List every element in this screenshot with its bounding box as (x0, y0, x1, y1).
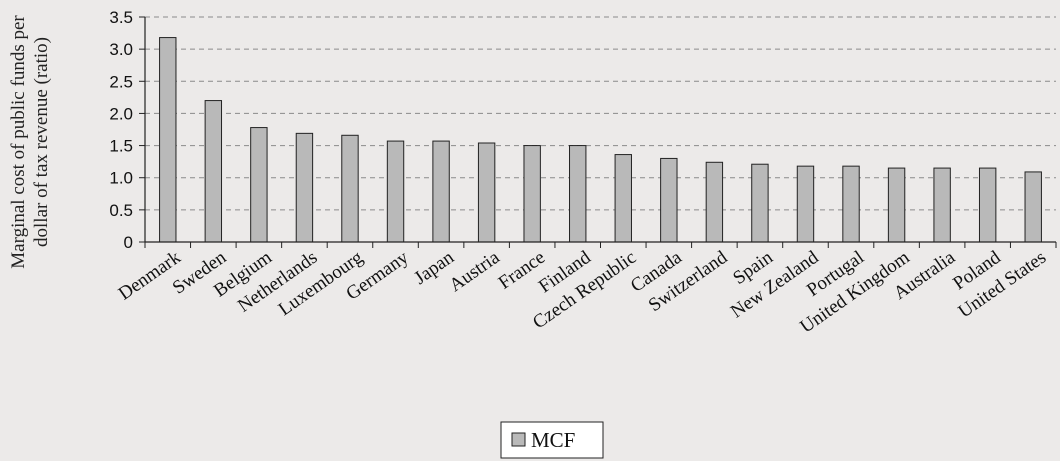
bar (978, 167, 997, 243)
bar (614, 154, 632, 243)
y-tick-label: 1.0 (109, 169, 133, 188)
bar (751, 163, 769, 243)
bar (204, 100, 223, 243)
bar (569, 145, 587, 243)
bar (386, 140, 405, 243)
bar (250, 127, 268, 243)
legend-label: MCF (531, 428, 575, 452)
bar (295, 132, 314, 243)
bar (1024, 171, 1042, 243)
bars (159, 37, 1042, 243)
y-axis-label-line: dollar of tax revenue (ratio) (31, 37, 52, 247)
bar (159, 37, 177, 243)
y-tick-label: 2.0 (109, 104, 133, 123)
bar (705, 161, 724, 243)
bar (477, 142, 496, 243)
y-tick-label: 2.5 (109, 72, 133, 91)
bar (887, 167, 906, 243)
y-axis-label: Marginal cost of public funds per dollar … (8, 15, 52, 269)
gridlines (145, 16, 1056, 211)
y-axis-ticks: 0 0.5 1.0 1.5 2.0 2.5 3.0 3.5 (109, 8, 133, 252)
y-tick-label: 1.5 (109, 137, 133, 156)
x-tick-label: Austria (446, 247, 504, 297)
bar (523, 145, 541, 243)
bar (933, 167, 951, 243)
legend: MCF (500, 421, 604, 459)
bar (432, 140, 450, 243)
y-tick-label: 3.0 (109, 40, 133, 59)
bar (341, 134, 359, 243)
bar (660, 157, 678, 243)
axes (139, 16, 1057, 248)
y-axis-label-line: Marginal cost of public funds per (8, 15, 29, 269)
x-tick-label: Denmark (115, 247, 185, 305)
y-tick-label: 0.5 (109, 201, 133, 220)
x-axis-ticks: DenmarkSwedenBelgiumNetherlandsLuxembour… (115, 247, 1050, 338)
bar (796, 165, 815, 243)
legend-swatch (511, 432, 526, 447)
bar (842, 165, 860, 243)
y-tick-label: 0 (124, 233, 133, 252)
y-tick-label: 3.5 (109, 8, 133, 27)
